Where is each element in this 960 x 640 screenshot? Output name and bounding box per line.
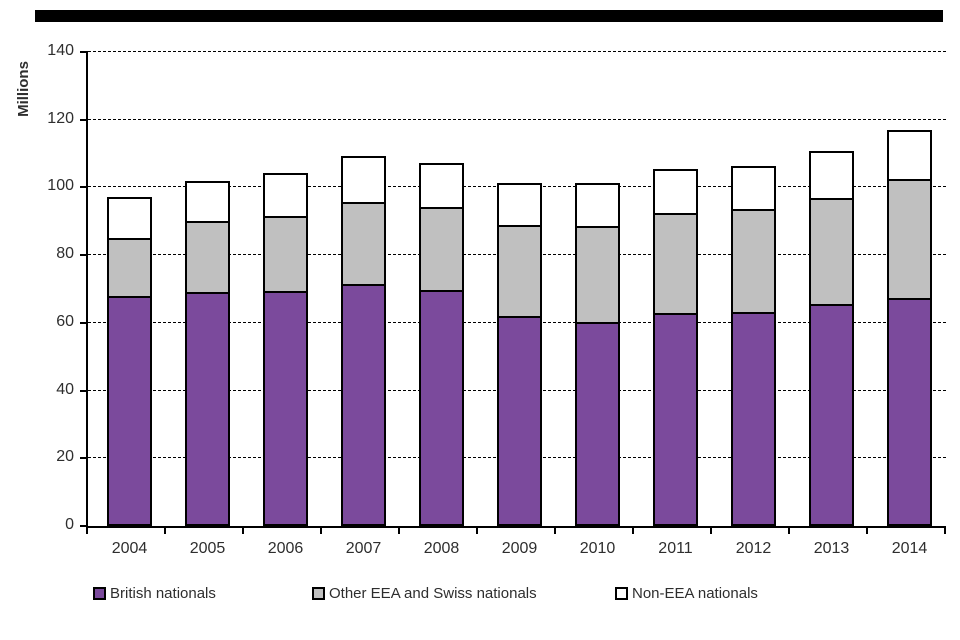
bar-segment-british-2012 xyxy=(733,312,774,524)
bar-segment-non-eea-2009 xyxy=(499,185,540,225)
bar-segment-non-eea-2014 xyxy=(889,132,930,179)
y-axis-line xyxy=(86,52,88,528)
x-axis-label-2006: 2006 xyxy=(267,540,304,557)
x-axis-label-2013: 2013 xyxy=(813,540,850,557)
bar-segment-other-eea-swiss-2006 xyxy=(265,216,306,291)
bar-segment-other-eea-swiss-2005 xyxy=(187,221,228,292)
x-axis-label-2008: 2008 xyxy=(423,540,460,557)
bar-segment-non-eea-2011 xyxy=(655,171,696,214)
x-axis-tick-3 xyxy=(320,526,322,534)
x-axis-tick-8 xyxy=(710,526,712,534)
x-axis-label-2007: 2007 xyxy=(345,540,382,557)
x-axis-tick-6 xyxy=(554,526,556,534)
y-axis-tick-120 xyxy=(80,119,88,121)
bar-segment-british-2009 xyxy=(499,316,540,524)
x-axis-tick-10 xyxy=(866,526,868,534)
x-axis-tick-5 xyxy=(476,526,478,534)
bar-segment-british-2004 xyxy=(109,296,150,524)
bar-segment-non-eea-2013 xyxy=(811,153,852,198)
y-axis-tick-100 xyxy=(80,186,88,188)
bar-2005 xyxy=(185,181,230,526)
x-axis-tick-4 xyxy=(398,526,400,534)
bar-segment-non-eea-2010 xyxy=(577,185,618,225)
x-axis-tick-7 xyxy=(632,526,634,534)
x-axis-label-2004: 2004 xyxy=(111,540,148,557)
x-axis-label-2010: 2010 xyxy=(579,540,616,557)
bar-segment-non-eea-2004 xyxy=(109,199,150,238)
bar-segment-british-2008 xyxy=(421,290,462,524)
bar-segment-british-2007 xyxy=(343,284,384,524)
y-axis-tick-40 xyxy=(80,390,88,392)
y-axis-tick-0 xyxy=(80,525,88,527)
bar-segment-other-eea-swiss-2009 xyxy=(499,225,540,316)
y-axis-tick-60 xyxy=(80,322,88,324)
bar-segment-british-2010 xyxy=(577,322,618,524)
bar-segment-british-2005 xyxy=(187,292,228,524)
bar-2011 xyxy=(653,169,698,526)
bar-segment-other-eea-swiss-2007 xyxy=(343,202,384,284)
bar-2014 xyxy=(887,130,932,526)
bar-2006 xyxy=(263,173,308,526)
x-axis-label-2009: 2009 xyxy=(501,540,538,557)
bar-2012 xyxy=(731,166,776,526)
bar-segment-other-eea-swiss-2008 xyxy=(421,207,462,290)
y-axis-tick-label-140: 140 xyxy=(47,42,74,59)
bar-2007 xyxy=(341,156,386,526)
top-rule xyxy=(35,10,943,22)
bar-segment-british-2014 xyxy=(889,298,930,524)
y-axis-tick-label-0: 0 xyxy=(65,516,74,533)
x-axis-tick-9 xyxy=(788,526,790,534)
bar-2008 xyxy=(419,163,464,526)
x-axis-tick-1 xyxy=(164,526,166,534)
y-axis-tick-140 xyxy=(80,51,88,53)
x-axis-line xyxy=(86,526,946,528)
bar-segment-other-eea-swiss-2014 xyxy=(889,179,930,298)
y-axis-tick-label-20: 20 xyxy=(56,448,74,465)
bar-segment-other-eea-swiss-2013 xyxy=(811,198,852,304)
bar-segment-non-eea-2012 xyxy=(733,168,774,210)
bar-segment-other-eea-swiss-2011 xyxy=(655,213,696,313)
y-axis-tick-label-100: 100 xyxy=(47,177,74,194)
y-axis-tick-label-60: 60 xyxy=(56,313,74,330)
y-axis-tick-label-80: 80 xyxy=(56,245,74,262)
x-axis-label-2012: 2012 xyxy=(735,540,772,557)
bar-segment-non-eea-2005 xyxy=(187,183,228,222)
bar-2013 xyxy=(809,151,854,526)
bar-segment-british-2006 xyxy=(265,291,306,524)
bar-2009 xyxy=(497,183,542,526)
bar-segment-other-eea-swiss-2012 xyxy=(733,209,774,312)
gridline-120 xyxy=(88,119,946,120)
bar-2010 xyxy=(575,183,620,526)
gridline-140 xyxy=(88,51,946,52)
bar-segment-non-eea-2006 xyxy=(265,175,306,216)
x-axis-label-2014: 2014 xyxy=(891,540,928,557)
y-axis-tick-label-40: 40 xyxy=(56,381,74,398)
x-axis-label-2011: 2011 xyxy=(658,540,693,557)
x-axis-tick-0 xyxy=(86,526,88,534)
y-axis-tick-20 xyxy=(80,457,88,459)
bar-segment-british-2013 xyxy=(811,304,852,524)
x-axis-tick-11 xyxy=(944,526,946,534)
y-axis-tick-label-120: 120 xyxy=(47,110,74,127)
bar-segment-other-eea-swiss-2010 xyxy=(577,226,618,322)
x-axis-label-2005: 2005 xyxy=(189,540,226,557)
bar-segment-other-eea-swiss-2004 xyxy=(109,238,150,296)
bar-segment-non-eea-2008 xyxy=(421,165,462,207)
x-axis-tick-2 xyxy=(242,526,244,534)
bar-segment-non-eea-2007 xyxy=(343,158,384,202)
y-axis-tick-80 xyxy=(80,254,88,256)
bar-segment-british-2011 xyxy=(655,313,696,524)
bar-2004 xyxy=(107,197,152,526)
